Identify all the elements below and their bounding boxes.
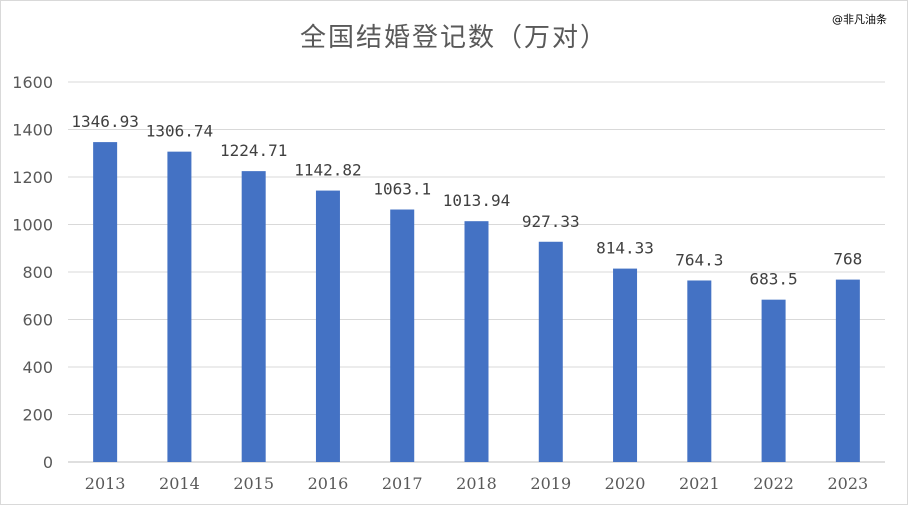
y-tick-label: 1400: [12, 121, 53, 140]
data-label: 764.3: [675, 250, 723, 269]
watermark-text: @非凡油条: [832, 13, 887, 26]
bar: [167, 151, 192, 463]
y-tick-label: 1600: [12, 73, 53, 92]
data-label: 1224.71: [220, 141, 287, 160]
data-label: 814.33: [596, 239, 654, 258]
data-label: 768: [833, 250, 862, 269]
bar: [538, 241, 563, 462]
x-tick-label: 2017: [382, 474, 423, 493]
data-label: 1142.82: [294, 161, 361, 180]
y-tick-label: 1000: [12, 216, 53, 235]
y-tick-label: 200: [22, 406, 53, 425]
x-tick-label: 2014: [159, 474, 200, 493]
chart-title: 全国结婚登记数（万对）: [299, 23, 608, 53]
bar: [241, 171, 266, 462]
x-tick-label: 2021: [679, 474, 720, 493]
x-tick-label: 2020: [605, 474, 646, 493]
data-label: 1346.93: [71, 112, 138, 131]
x-tick-label: 2023: [828, 474, 869, 493]
data-label: 1063.1: [373, 180, 431, 199]
x-tick-label: 2019: [530, 474, 571, 493]
y-tick-label: 0: [43, 453, 53, 472]
bar: [464, 221, 489, 462]
y-tick-label: 400: [22, 358, 53, 377]
data-label: 927.33: [522, 212, 580, 231]
bar: [315, 190, 340, 462]
bar: [613, 268, 638, 462]
y-tick-label: 1200: [12, 168, 53, 187]
bar: [93, 142, 118, 462]
bar: [761, 299, 786, 462]
data-label: 1306.74: [146, 122, 213, 141]
bar: [390, 209, 415, 462]
y-tick-label: 800: [22, 263, 53, 282]
bar: [687, 280, 712, 462]
data-label: 1013.94: [443, 191, 510, 210]
x-tick-label: 2022: [753, 474, 794, 493]
y-tick-label: 600: [22, 311, 53, 330]
data-label: 683.5: [750, 270, 798, 289]
x-tick-label: 2018: [456, 474, 497, 493]
x-tick-label: 2015: [233, 474, 274, 493]
x-tick-label: 2016: [308, 474, 349, 493]
x-tick-label: 2013: [85, 474, 126, 493]
bar: [835, 279, 860, 462]
